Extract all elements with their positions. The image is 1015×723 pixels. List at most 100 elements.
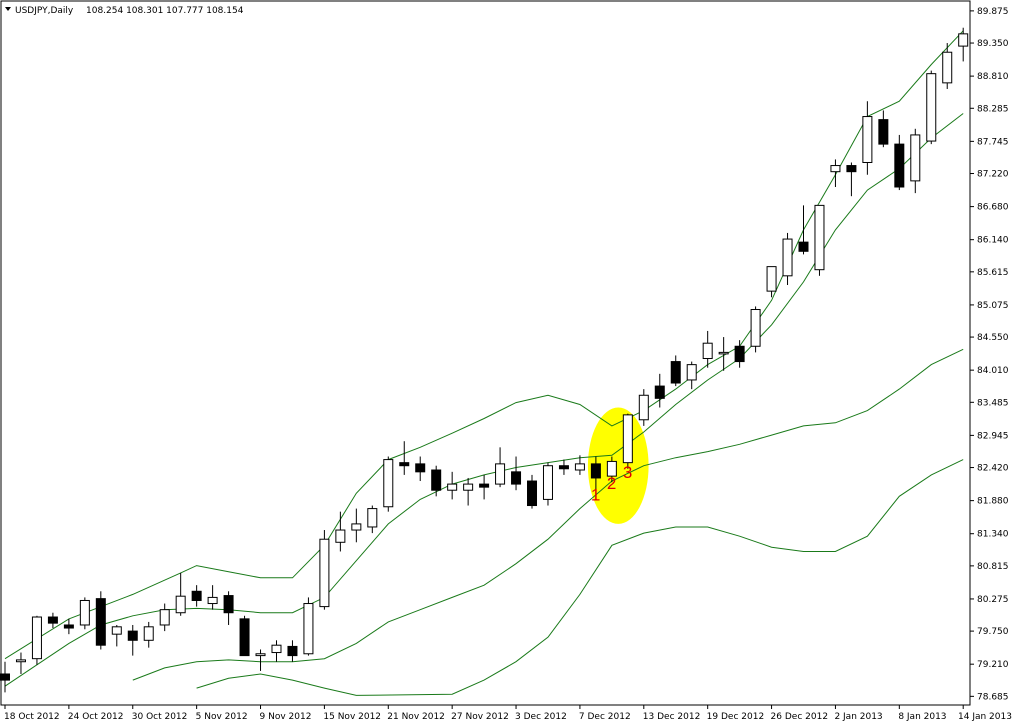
band-line-0 xyxy=(4,113,964,687)
candle-body xyxy=(143,626,154,641)
candle-body xyxy=(31,616,42,660)
candle xyxy=(383,456,394,512)
candle-body xyxy=(399,462,410,467)
candle xyxy=(527,474,538,509)
candle-body xyxy=(574,463,585,471)
candle xyxy=(718,337,729,371)
candle-body xyxy=(351,523,362,531)
y-tick-label: 86.140 xyxy=(977,236,1009,246)
candle xyxy=(910,128,921,194)
y-tick-label: 81.340 xyxy=(977,530,1009,540)
candle-body xyxy=(223,595,234,614)
candle xyxy=(670,355,681,387)
y-tick-label: 81.880 xyxy=(977,497,1009,507)
candle-body xyxy=(894,143,905,188)
y-axis: 89.875 89.350 88.810 88.285 87.745 87.220 86.6… xyxy=(970,7,1009,702)
x-tick-label: 2 Jan 2013 xyxy=(834,712,882,722)
x-tick-label: 9 Nov 2012 xyxy=(260,712,312,722)
candle-body xyxy=(239,618,250,657)
plot-border xyxy=(0,0,971,706)
candle xyxy=(782,232,793,286)
y-tick-label: 83.485 xyxy=(977,398,1009,408)
candle xyxy=(415,456,426,482)
candle xyxy=(15,652,26,674)
highlight-layer xyxy=(587,407,649,524)
y-tick-label: 85.615 xyxy=(977,268,1009,278)
candle xyxy=(638,389,649,426)
x-tick-label: 14 Jan 2013 xyxy=(958,712,1012,722)
dropdown-triangle-icon[interactable] xyxy=(5,7,11,11)
candle-body xyxy=(287,645,298,657)
candle xyxy=(814,204,825,276)
annotation-label-2: 2 xyxy=(607,474,616,493)
candle-body xyxy=(255,653,266,657)
candle-body xyxy=(782,238,793,277)
candle-body xyxy=(207,596,218,605)
x-tick-label: 27 Nov 2012 xyxy=(451,712,509,722)
y-tick-label: 79.210 xyxy=(977,660,1009,670)
annotation-label-3: 3 xyxy=(623,463,632,482)
candle-body xyxy=(479,483,490,488)
candle xyxy=(830,159,841,187)
candle-body xyxy=(271,644,282,654)
candle xyxy=(542,462,553,506)
candle xyxy=(447,471,458,500)
candle xyxy=(63,618,74,635)
candle-body xyxy=(686,364,697,381)
candle xyxy=(686,361,697,390)
candle xyxy=(702,330,713,368)
candle xyxy=(79,597,90,630)
candle-body xyxy=(511,471,522,485)
candle xyxy=(255,649,266,671)
annotation-label-1: 1 xyxy=(591,486,600,505)
candle xyxy=(191,585,202,607)
candle-body xyxy=(527,480,538,507)
candle xyxy=(622,413,633,469)
candle xyxy=(0,661,10,693)
y-tick-label: 79.750 xyxy=(977,627,1009,637)
candle-body xyxy=(958,33,969,47)
candle-body xyxy=(926,73,937,142)
candle-body xyxy=(558,465,569,470)
candle xyxy=(175,572,186,616)
band-line-3 xyxy=(196,459,964,696)
candle xyxy=(558,459,569,475)
candle-body xyxy=(702,342,713,360)
candle-body xyxy=(734,345,745,363)
candle-body xyxy=(447,483,458,491)
band-line-2 xyxy=(132,348,964,681)
candle xyxy=(463,477,474,506)
x-tick-label: 7 Dec 2012 xyxy=(579,712,631,722)
candle xyxy=(846,162,857,197)
candle xyxy=(143,621,154,648)
highlight-ellipse xyxy=(587,407,649,524)
candle-body xyxy=(654,385,665,399)
candle xyxy=(271,640,282,662)
candle-body xyxy=(175,595,186,614)
candle-body xyxy=(95,598,106,646)
y-tick-label: 80.275 xyxy=(977,595,1009,605)
y-tick-label: 87.220 xyxy=(977,170,1009,180)
x-tick-label: 8 Jan 2013 xyxy=(898,712,946,722)
candle xyxy=(734,340,745,368)
candle-body xyxy=(542,465,553,500)
candle-body xyxy=(15,659,26,663)
candle-body xyxy=(878,119,889,145)
candle-body xyxy=(383,459,394,508)
candle xyxy=(574,455,585,475)
y-tick-label: 82.945 xyxy=(977,431,1009,441)
y-tick-label: 89.875 xyxy=(977,7,1009,17)
candle xyxy=(798,205,809,255)
candle-body xyxy=(670,361,681,384)
x-tick-label: 30 Oct 2012 xyxy=(132,712,188,722)
candle-body xyxy=(766,266,777,292)
candle-body xyxy=(159,609,170,626)
symbol-label: USDJPY,Daily xyxy=(15,6,74,16)
candle xyxy=(303,597,314,656)
candle xyxy=(287,640,298,662)
candle-body xyxy=(367,508,378,528)
candle-body xyxy=(798,241,809,252)
candle xyxy=(495,447,506,488)
candle-body xyxy=(590,463,601,479)
